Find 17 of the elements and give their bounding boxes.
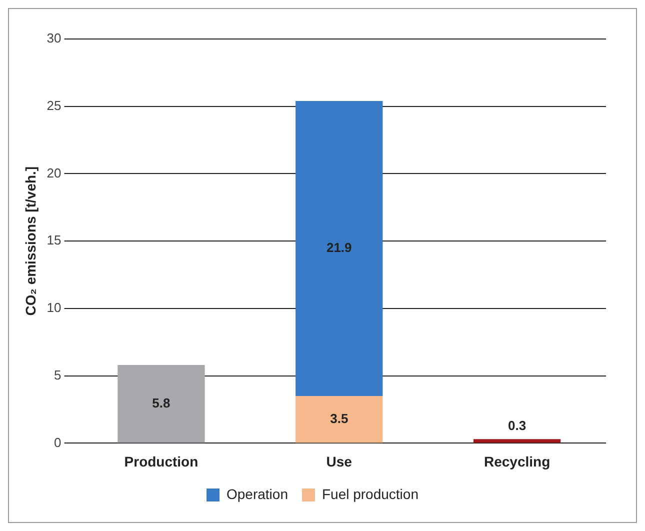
data-label: 3.5 — [330, 410, 348, 426]
y-axis-title: CO₂ emissions [t/veh.] — [22, 166, 38, 316]
y-tick-label: 10 — [46, 300, 62, 316]
y-tick-label: 25 — [46, 98, 62, 113]
y-tick-label: 5 — [54, 367, 62, 382]
data-label: 5.8 — [152, 395, 170, 410]
x-tick-label: Production — [124, 453, 198, 470]
y-tick-label: 15 — [46, 232, 62, 248]
legend-label: Operation — [226, 486, 288, 502]
data-label: 0.3 — [508, 418, 526, 434]
data-label: 21.9 — [326, 240, 352, 256]
legend-label: Fuel production — [322, 486, 419, 502]
x-tick-label: Use — [326, 453, 352, 470]
y-tick-label: 0 — [54, 434, 62, 450]
x-tick-label: Recycling — [484, 453, 550, 470]
y-tick-label: 20 — [46, 165, 62, 180]
y-tick-label: 30 — [46, 30, 62, 46]
